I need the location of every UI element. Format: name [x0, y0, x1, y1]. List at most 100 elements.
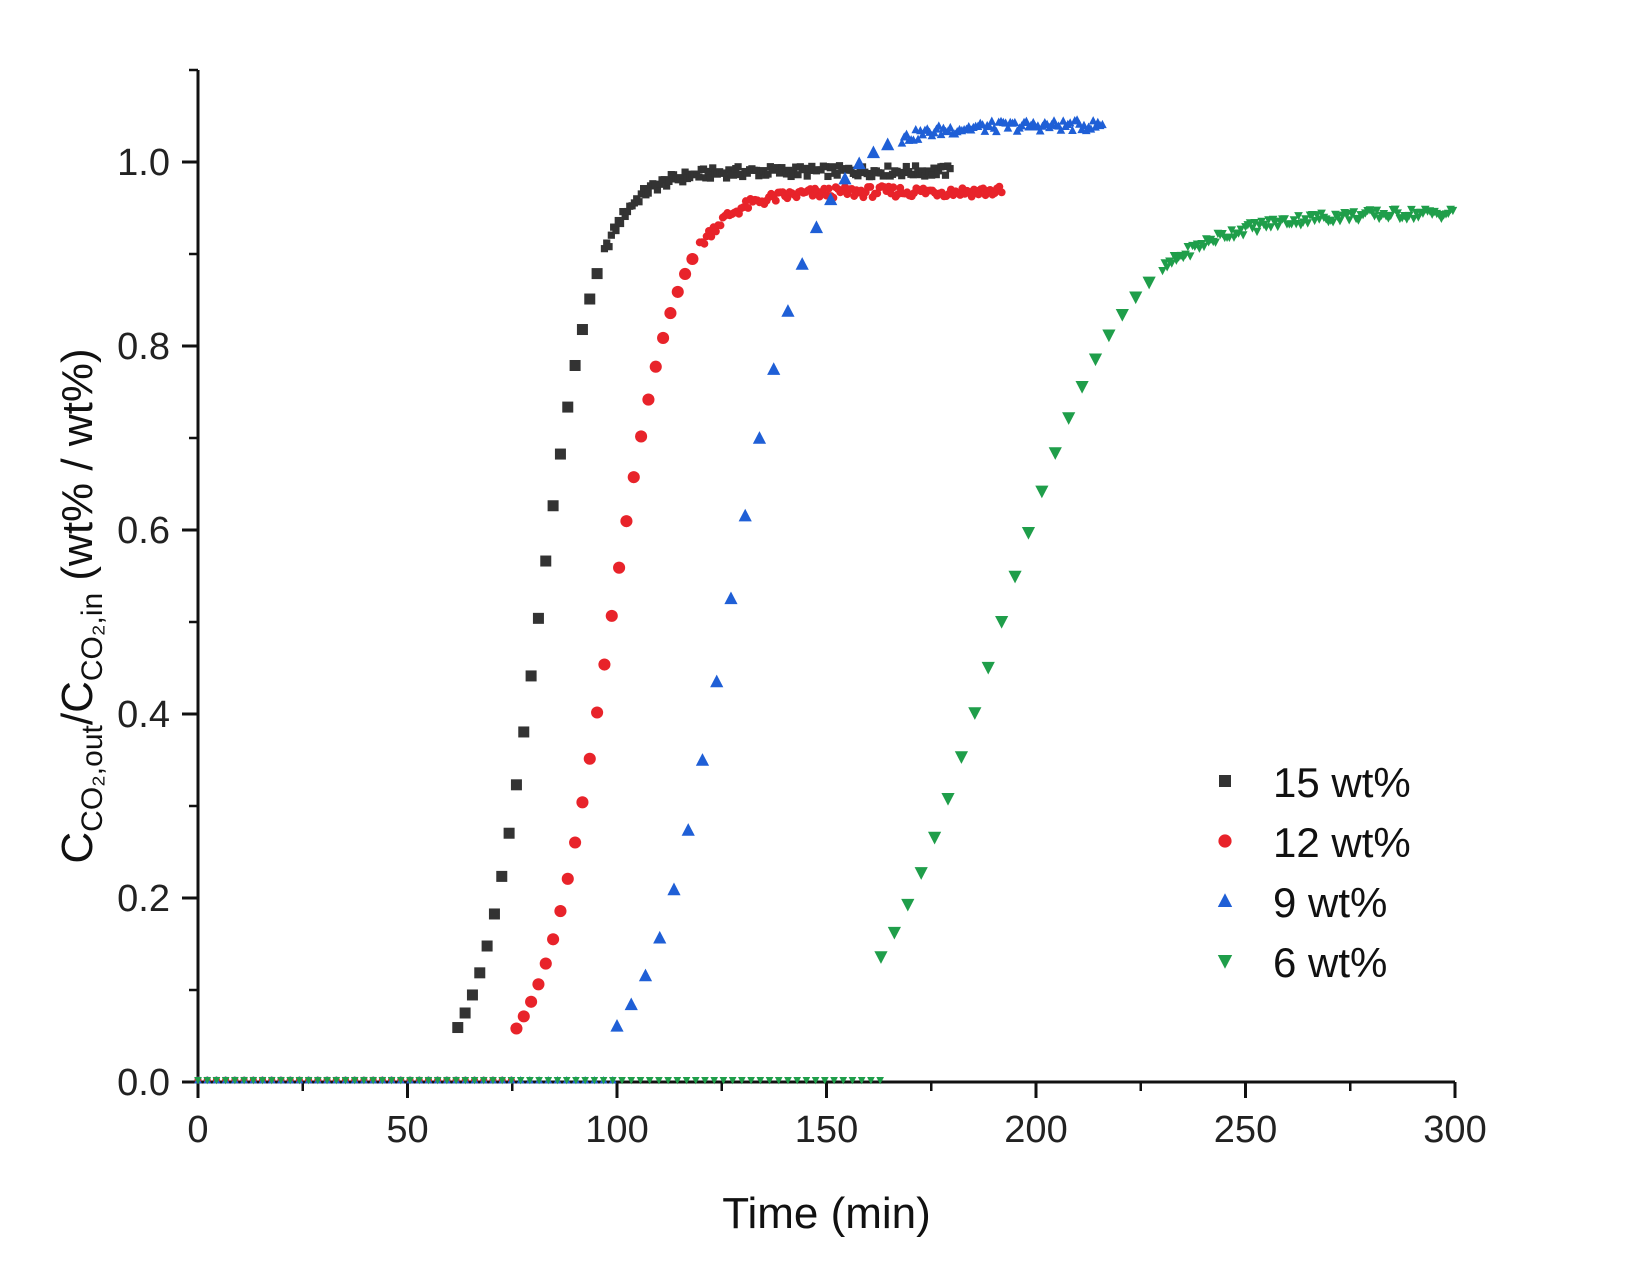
data-point — [985, 121, 994, 131]
baseline-point — [258, 1076, 267, 1085]
baseline-point — [424, 1076, 433, 1085]
data-point — [716, 221, 725, 230]
baseline-point — [194, 1076, 202, 1085]
data-point — [630, 199, 638, 207]
data-point — [695, 173, 703, 181]
y-tick-label: 0.0 — [117, 1062, 170, 1104]
data-point — [644, 189, 652, 197]
y-axis-title: CCO₂,out/CCO₂,in (wt% / wt%) — [53, 348, 109, 863]
data-point — [702, 174, 710, 182]
baseline-point — [498, 1076, 507, 1085]
data-point — [1199, 242, 1209, 252]
data-point — [532, 612, 544, 624]
data-point — [824, 172, 832, 181]
data-point — [679, 178, 687, 186]
data-point — [939, 162, 947, 171]
baseline-point — [360, 1076, 368, 1085]
baseline-point — [820, 1076, 829, 1085]
data-point — [1280, 215, 1289, 224]
data-point — [838, 171, 852, 185]
baseline-point — [544, 1076, 553, 1085]
data-point — [866, 145, 881, 159]
baseline-point — [590, 1076, 599, 1085]
baseline-point — [756, 1076, 765, 1085]
data-point — [621, 212, 629, 221]
data-point — [764, 170, 772, 178]
data-point — [828, 163, 837, 171]
data-point — [700, 239, 709, 248]
data-point — [809, 220, 824, 234]
baseline-point — [249, 1076, 258, 1085]
data-point — [583, 752, 596, 765]
data-point — [1344, 216, 1354, 225]
data-point — [914, 867, 928, 880]
series-9-wt- — [194, 115, 1107, 1084]
data-point — [729, 171, 738, 179]
baseline-point — [406, 1076, 414, 1085]
baseline-point — [608, 1076, 617, 1085]
data-point — [911, 162, 920, 170]
baseline-point — [378, 1076, 387, 1085]
data-point — [1328, 218, 1338, 227]
data-point — [707, 232, 716, 241]
data-point — [921, 172, 929, 180]
baseline-point — [341, 1076, 350, 1085]
baseline-point — [231, 1076, 239, 1085]
data-point — [706, 174, 715, 182]
data-point — [734, 163, 742, 171]
x-tick-label: 250 — [1214, 1109, 1277, 1151]
data-point — [724, 591, 738, 605]
data-point — [801, 164, 809, 173]
baseline-point — [747, 1076, 755, 1085]
data-point — [909, 171, 917, 179]
data-point — [525, 670, 537, 682]
data-point — [1349, 208, 1359, 217]
baseline-point — [332, 1076, 341, 1085]
data-point — [1010, 117, 1020, 127]
data-point — [945, 122, 955, 132]
data-point — [569, 836, 582, 849]
baseline-point — [784, 1076, 792, 1085]
baseline-point — [655, 1076, 663, 1085]
data-point — [981, 661, 995, 675]
data-point — [547, 933, 560, 946]
data-point — [930, 164, 938, 172]
y-axis-title-sub-out: CO₂,out — [76, 725, 109, 832]
data-point — [1021, 526, 1036, 540]
baseline-point — [369, 1076, 377, 1085]
data-point — [755, 172, 763, 180]
data-point — [669, 171, 678, 179]
data-point — [941, 171, 950, 179]
data-point — [510, 779, 522, 791]
data-point — [653, 930, 667, 944]
data-point — [518, 726, 530, 738]
data-point — [889, 183, 898, 192]
baseline-point — [848, 1076, 857, 1085]
baseline-point — [277, 1076, 285, 1085]
data-point — [887, 926, 901, 940]
data-point — [980, 126, 990, 135]
data-point — [1075, 381, 1089, 394]
data-point — [868, 172, 876, 181]
data-point — [946, 165, 954, 173]
data-point — [900, 168, 908, 177]
data-point — [992, 126, 1001, 136]
data-point — [794, 171, 802, 179]
series-12-wt- — [194, 182, 1006, 1084]
baseline-point — [562, 1076, 571, 1085]
data-point — [679, 267, 692, 281]
data-point — [1372, 206, 1382, 215]
data-point — [824, 192, 838, 206]
data-point — [619, 208, 627, 216]
data-point — [773, 164, 781, 172]
baseline-point — [719, 1076, 728, 1085]
baseline-point — [793, 1076, 802, 1085]
data-point — [1250, 219, 1260, 228]
data-point — [968, 707, 982, 720]
baseline-point — [304, 1076, 313, 1085]
baseline-point — [203, 1076, 212, 1085]
data-point — [1056, 125, 1066, 134]
data-point — [616, 219, 625, 228]
baseline-point — [673, 1076, 682, 1085]
data-point — [699, 165, 708, 173]
